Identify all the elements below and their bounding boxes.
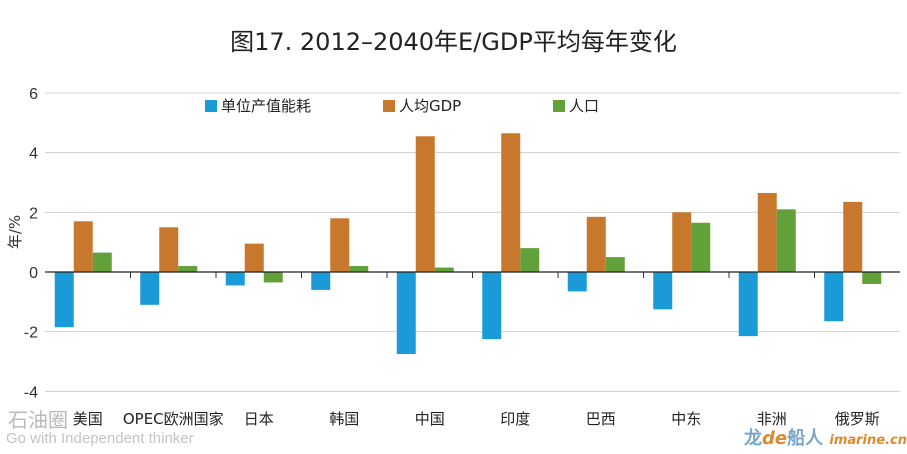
x-tick-label: 中东 (671, 410, 701, 428)
bar-0-8 (738, 272, 758, 337)
legend-label-0: 单位产值能耗 (221, 97, 311, 115)
bar-2-0 (92, 252, 112, 272)
legend-label-1: 人均GDP (399, 97, 461, 115)
watermark-imarine: 龙de船人 imarine.cn (744, 424, 907, 450)
bar-1-3 (330, 218, 350, 272)
y-axis-label: 年/% (6, 215, 24, 249)
x-tick-label: 巴西 (586, 410, 616, 428)
bar-0-9 (824, 272, 844, 322)
bar-1-2 (244, 243, 264, 272)
bar-1-4 (415, 136, 435, 272)
bar-1-9 (843, 201, 863, 272)
bar-1-6 (586, 216, 606, 272)
x-tick-label: 中国 (415, 410, 445, 428)
y-tick-label: 2 (29, 205, 38, 222)
bar-0-2 (225, 272, 245, 286)
watermark-brand-c: 船人 (787, 428, 824, 449)
bar-0-1 (140, 272, 160, 305)
bar-2-9 (862, 272, 882, 284)
chart-title: 图17. 2012–2040年E/GDP平均每年变化 (230, 28, 677, 56)
y-tick-label: 6 (29, 86, 38, 103)
x-tick-label: 日本 (244, 410, 274, 428)
watermark-brand-a: 龙 (744, 428, 762, 449)
bar-0-3 (311, 272, 331, 290)
bar-2-8 (776, 209, 796, 272)
bar-2-4 (434, 267, 454, 272)
legend-swatch-1 (383, 100, 395, 112)
x-tick-label: 俄罗斯 (835, 410, 880, 428)
x-tick-label: 美国 (73, 410, 103, 428)
bar-1-7 (672, 212, 692, 272)
bar-2-6 (605, 257, 625, 272)
y-tick-label: 0 (29, 265, 38, 282)
bar-1-1 (159, 227, 179, 272)
bar-1-0 (73, 221, 93, 272)
bar-2-7 (691, 222, 711, 272)
x-tick-label: 印度 (500, 410, 530, 428)
bar-1-8 (757, 192, 777, 272)
y-tick-label: -4 (24, 384, 38, 401)
bar-2-1 (178, 266, 198, 272)
watermark-shiyouquan: 石油圈 (8, 408, 68, 432)
bar-2-2 (263, 272, 283, 283)
watermark-url: imarine.cn (829, 433, 907, 448)
legend-swatch-0 (205, 100, 217, 112)
bar-2-5 (520, 248, 540, 272)
y-tick-label: 4 (29, 146, 38, 163)
watermark-slogan: Go with Independent thinker (6, 430, 194, 447)
x-tick-label: 韩国 (329, 410, 359, 428)
legend-label-2: 人口 (569, 97, 599, 115)
bar-0-7 (653, 272, 673, 310)
bar-2-3 (349, 266, 369, 272)
watermark-brand-b: de (762, 428, 788, 449)
x-tick-label: OPEC欧洲国家 (123, 410, 224, 428)
bar-0-6 (567, 272, 587, 292)
x-tick-label: 非洲 (757, 410, 787, 428)
bar-0-5 (482, 272, 502, 340)
legend-swatch-2 (553, 100, 565, 112)
bar-1-5 (501, 133, 521, 272)
bar-0-0 (54, 272, 74, 328)
bar-0-4 (396, 272, 416, 355)
y-tick-label: -2 (24, 325, 38, 342)
